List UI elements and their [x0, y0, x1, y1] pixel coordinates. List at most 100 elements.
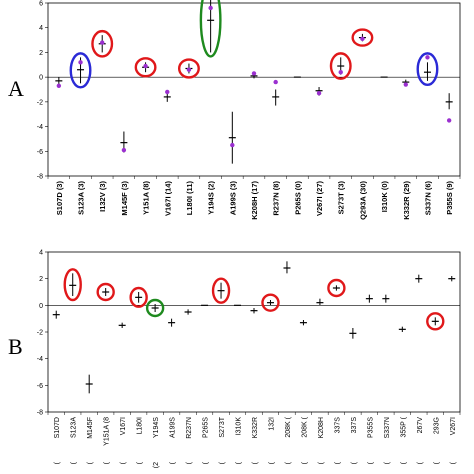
data-point-dot: [208, 5, 213, 11]
category-label: Y194S: [153, 417, 160, 438]
y-tick-label: -2: [37, 99, 43, 106]
category-label: Y151A (8): [142, 181, 151, 215]
y-tick-label: 4: [39, 25, 43, 32]
category-sublabel: (2: [153, 462, 160, 468]
y-tick-label: 0: [39, 303, 43, 310]
category-label: A199S: [170, 417, 177, 438]
highlight-ellipse: [351, 28, 374, 47]
category-sublabel: (: [417, 461, 424, 464]
category-label: P265S: [203, 417, 210, 438]
category-label: P265S (0): [293, 181, 302, 215]
category-label: M145F: [87, 417, 94, 439]
category-sublabel: (: [334, 461, 341, 464]
highlight-ellipse: [69, 52, 92, 89]
data-point-dot: [360, 36, 365, 42]
highlight-ellipse: [261, 293, 280, 312]
category-sublabel: (: [236, 461, 243, 464]
category-sublabel: (: [450, 461, 457, 464]
category-sublabel: (: [137, 461, 144, 464]
category-label: K208H: [318, 417, 325, 438]
highlight-ellipse: [177, 58, 200, 79]
data-point-dot: [251, 71, 257, 76]
category-label: S273T (3): [337, 181, 346, 215]
y-tick-label: 0: [39, 75, 43, 82]
data-point-dot: [446, 118, 452, 123]
highlight-ellipse: [327, 278, 346, 298]
chart-panel-a: -8 -6 -4 -2 0 2 4 6 S107D (3) S123A (3) I132V (3) M…: [37, 0, 461, 220]
category-label: S107D (3): [55, 181, 64, 216]
y-tick-label: 2: [39, 50, 43, 57]
panel-letter-b: B: [8, 334, 23, 359]
y-tick-label: -8: [37, 174, 43, 181]
category-sublabel: (: [54, 461, 61, 464]
data-point-dot: [316, 91, 322, 96]
category-label: 355P (: [400, 416, 407, 437]
category-label: K332R: [252, 417, 259, 438]
data-point-dot: [143, 63, 148, 69]
y-tick-label: -6: [37, 149, 43, 156]
category-label: 267V: [417, 417, 424, 434]
y-tick-label: -8: [37, 410, 43, 417]
y-tick-label: -4: [37, 124, 43, 131]
plot-frame: [47, 2, 461, 177]
y-tick-label: 4: [39, 250, 43, 257]
category-label: I310K: [236, 417, 243, 436]
category-sublabel: (: [367, 461, 374, 464]
data-point-dot: [186, 67, 192, 72]
category-label: R237N (8): [272, 181, 281, 216]
highlight-ellipse: [145, 298, 165, 318]
category-sublabel: (: [71, 461, 78, 464]
category-label: 208K (: [301, 416, 308, 437]
category-label: S123A (3): [77, 181, 86, 215]
highlight-ellipse: [211, 277, 231, 304]
category-label: V167I: [120, 417, 127, 435]
category-label: A199S (3): [228, 181, 237, 216]
category-sublabel: (: [318, 461, 325, 464]
highlight-ellipse: [416, 52, 439, 87]
data-point-dot: [273, 79, 278, 85]
highlight-ellipse: [134, 57, 157, 78]
category-label: 293G: [433, 417, 440, 434]
category-label: Y194S (2): [207, 181, 216, 215]
category-label: V267I (27): [315, 181, 324, 217]
category-sublabel: (: [351, 461, 358, 464]
category-label: L180I: [137, 417, 144, 435]
category-sublabel: (: [252, 461, 259, 464]
y-tick-label: 6: [39, 1, 43, 8]
highlight-ellipse: [91, 29, 114, 58]
category-sublabel: (: [120, 461, 127, 464]
panel-letter-a: A: [8, 76, 24, 101]
category-label: S107D: [54, 417, 61, 438]
data-point-dot: [165, 89, 170, 95]
category-sublabel: (: [285, 461, 292, 464]
category-sublabel: (: [186, 461, 193, 464]
category-sublabel: (: [170, 461, 177, 464]
category-label: P355S: [367, 417, 374, 438]
category-sublabel: (: [433, 461, 440, 464]
highlight-ellipse: [329, 52, 352, 80]
y-tick-label: -6: [37, 383, 43, 390]
category-sublabel: (: [104, 461, 111, 464]
category-sublabel: (: [268, 461, 275, 464]
data-point-dot: [100, 40, 105, 45]
category-label: Y151A (8: [104, 417, 111, 446]
category-label: K332R (29): [402, 181, 411, 220]
y-tick-label: 2: [39, 276, 43, 283]
category-label: S337N (6): [423, 181, 432, 216]
category-label: R237N: [186, 417, 193, 439]
category-label: V267I: [450, 417, 457, 435]
category-label: 337S: [351, 417, 358, 434]
category-sublabel: (: [301, 461, 308, 464]
highlight-ellipse: [129, 286, 148, 308]
data-point-dot: [78, 60, 83, 65]
category-label: L180I (11): [185, 180, 194, 215]
category-label: 132I: [268, 417, 275, 431]
y-tick-label: -2: [37, 330, 43, 337]
category-label: V167I (14): [163, 181, 172, 217]
category-sublabel: (: [203, 461, 210, 464]
category-label: I132V (3): [98, 181, 107, 212]
highlight-ellipse: [426, 312, 445, 331]
category-sublabel: (: [400, 461, 407, 464]
category-label: 208K (: [285, 416, 292, 437]
data-point-dot: [56, 83, 62, 88]
